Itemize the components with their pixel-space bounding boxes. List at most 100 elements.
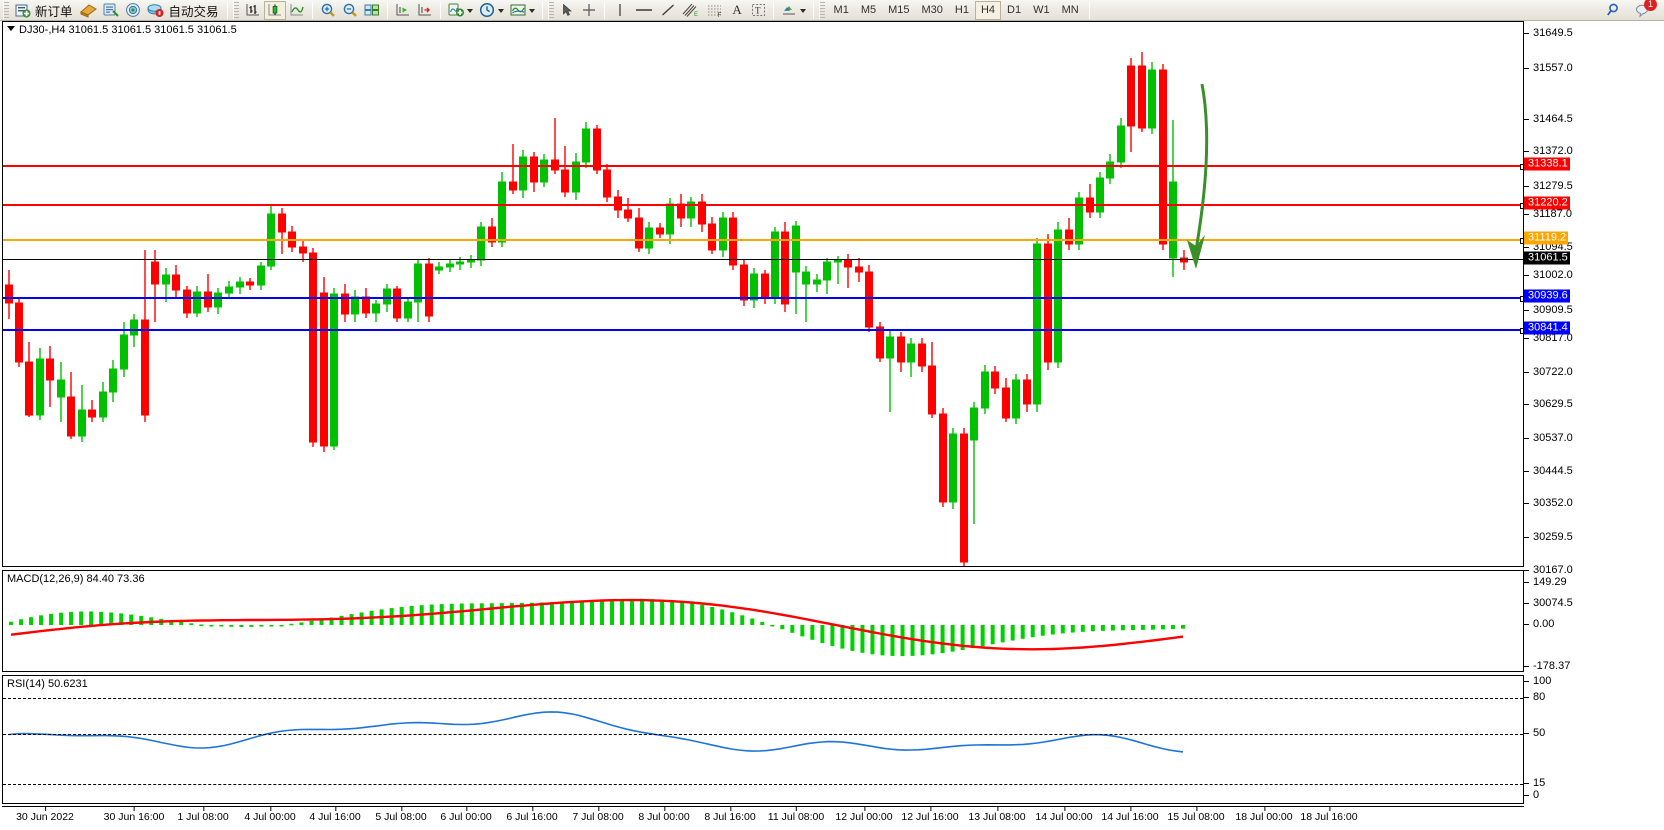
resistance-line-1-handle[interactable] — [1520, 164, 1523, 170]
toolbar-separator-8 — [812, 1, 814, 19]
chart-menu-caret-icon[interactable] — [7, 26, 15, 31]
support-line-2-handle[interactable] — [1520, 328, 1523, 334]
resistance-line-2-handle[interactable] — [1520, 203, 1523, 209]
auto-scroll-icon[interactable] — [414, 1, 436, 20]
time-tick: 5 Jul 08:00 — [375, 807, 427, 823]
fibonacci-icon[interactable]: F — [703, 1, 727, 20]
timeframe-h4[interactable]: H4 — [974, 0, 1002, 20]
time-axis[interactable]: 30 Jun 2022 30 Jun 16:00 1 Jul 08:00 4 Jul … — [2, 806, 1524, 830]
toolbar-grip-4[interactable] — [818, 1, 825, 19]
tile-windows-icon[interactable] — [361, 1, 383, 20]
price-tick: 30167.0 — [1524, 564, 1573, 576]
macd-panel[interactable]: MACD(12,26,9) 84.40 73.36 — [2, 570, 1524, 672]
time-tick: 18 Jul 00:00 — [1235, 807, 1293, 823]
support-2-label: 30841.4 — [1524, 321, 1570, 335]
alerts-badge: 1 — [1644, 0, 1657, 11]
trendline-icon[interactable] — [657, 1, 679, 20]
candlestick-chart-icon[interactable] — [263, 0, 286, 20]
zoom-out-icon[interactable] — [339, 1, 361, 20]
toolbar-grip[interactable] — [3, 1, 9, 19]
auto-trading-label[interactable]: 自动交易 — [168, 4, 219, 19]
price-tick: 30074.5 — [1524, 597, 1573, 609]
resistance-line-2[interactable] — [3, 203, 1523, 209]
price-chart-panel[interactable]: DJ30-,H4 31061.5 31061.5 31061.5 31061.5 — [2, 21, 1524, 567]
time-tick: 4 Jul 00:00 — [244, 807, 296, 823]
toolbar-grip-3[interactable] — [547, 1, 554, 19]
auto-trading-icon[interactable] — [144, 1, 167, 20]
time-tick: 4 Jul 16:00 — [309, 807, 361, 823]
time-tick: 7 Jul 08:00 — [572, 807, 624, 823]
support-line-1-handle[interactable] — [1520, 296, 1523, 302]
support-line-2[interactable] — [3, 328, 1523, 334]
search-icon[interactable] — [1603, 1, 1625, 20]
line-chart-icon[interactable] — [286, 1, 308, 20]
data-window-icon[interactable] — [100, 1, 122, 20]
toolbar-grip-2[interactable] — [232, 1, 239, 19]
equidistant-channel-icon[interactable]: E — [679, 1, 703, 20]
objects-icon[interactable] — [778, 1, 800, 20]
price-tick: 30909.5 — [1524, 304, 1573, 316]
macd-tick: 149.29 — [1524, 576, 1567, 588]
new-order-icon[interactable] — [12, 1, 33, 20]
chart-header-text: DJ30-,H4 31061.5 31061.5 31061.5 31061.5 — [19, 24, 237, 36]
macd-tick: 0.00 — [1524, 618, 1554, 630]
time-tick: 6 Jul 00:00 — [440, 807, 492, 823]
rsi-panel[interactable]: RSI(14) 50.6231 — [2, 675, 1524, 804]
time-tick: 6 Jul 16:00 — [506, 807, 558, 823]
bar-chart-icon[interactable] — [242, 1, 264, 20]
timeframe-m1[interactable]: M1 — [833, 4, 849, 16]
resistance-2-label: 31220.2 — [1524, 196, 1570, 210]
zoom-in-icon[interactable] — [317, 1, 339, 20]
objects-dropdown-caret[interactable] — [799, 9, 806, 13]
text-icon[interactable]: A — [732, 2, 742, 17]
main-toolbar: 新订单 — [0, 0, 1664, 21]
periods-icon[interactable] — [476, 1, 498, 20]
rsi-tick: 80 — [1524, 691, 1545, 703]
pivot-line[interactable] — [3, 238, 1523, 244]
periods-dropdown-caret[interactable] — [497, 9, 504, 13]
navigator-icon[interactable] — [122, 1, 144, 20]
text-label-icon[interactable]: T — [748, 1, 769, 20]
price-tick: 31557.0 — [1524, 62, 1573, 74]
price-tick: 30444.5 — [1524, 465, 1573, 477]
horizontal-line-icon[interactable] — [631, 1, 657, 20]
timeframe-m15[interactable]: M15 — [888, 4, 910, 16]
vertical-line-icon[interactable] — [609, 1, 631, 20]
support-line-1[interactable] — [3, 296, 1523, 302]
templates-icon[interactable] — [507, 1, 529, 20]
timeframe-m5[interactable]: M5 — [860, 4, 877, 16]
svg-text:T: T — [755, 6, 761, 16]
indicators-icon[interactable] — [445, 1, 467, 20]
toolbar-separator-5 — [541, 1, 543, 19]
rsi-tick: 0 — [1524, 789, 1539, 801]
indicators-dropdown-caret[interactable] — [466, 9, 473, 13]
support-1-label: 30939.6 — [1524, 289, 1570, 303]
rsi-series — [8, 711, 1184, 753]
timeframe-m30[interactable]: M30 — [921, 4, 943, 16]
toolbar-separator-2 — [311, 1, 313, 19]
pivot-line-handle[interactable] — [1520, 238, 1523, 244]
resistance-line-1[interactable] — [3, 164, 1523, 170]
toolbar-separator — [226, 1, 228, 19]
chart-header-label: DJ30-,H4 31061.5 31061.5 31061.5 31061.5 — [7, 24, 237, 36]
chart-area[interactable]: DJ30-,H4 31061.5 31061.5 31061.5 31061.5 — [0, 21, 1664, 830]
alerts-icon[interactable]: 1 — [1632, 0, 1657, 20]
shift-end-icon[interactable] — [392, 1, 414, 20]
time-tick: 18 Jul 16:00 — [1300, 807, 1358, 823]
svg-text:F: F — [717, 13, 721, 18]
timeframe-w1[interactable]: W1 — [1033, 4, 1050, 16]
timeframe-h1[interactable]: H1 — [954, 4, 969, 16]
cursor-icon[interactable] — [557, 1, 578, 20]
expert-advisors-icon[interactable] — [77, 1, 100, 20]
toolbar-right-group: 1 — [1603, 0, 1662, 20]
crosshair-icon[interactable] — [578, 1, 600, 20]
timeframe-d1[interactable]: D1 — [1007, 4, 1022, 16]
price-tick: 30817.0 — [1524, 332, 1573, 344]
new-order-label[interactable]: 新订单 — [35, 4, 73, 19]
time-tick: 8 Jul 16:00 — [704, 807, 756, 823]
price-tick: 31279.5 — [1524, 180, 1573, 192]
price-axis[interactable]: 31649.5 31557.0 31464.5 31372.0 31279.5 31187… — [1524, 21, 1664, 804]
timeframe-mn[interactable]: MN — [1061, 4, 1079, 16]
templates-dropdown-caret[interactable] — [528, 9, 535, 13]
price-tick: 31649.5 — [1524, 27, 1573, 39]
